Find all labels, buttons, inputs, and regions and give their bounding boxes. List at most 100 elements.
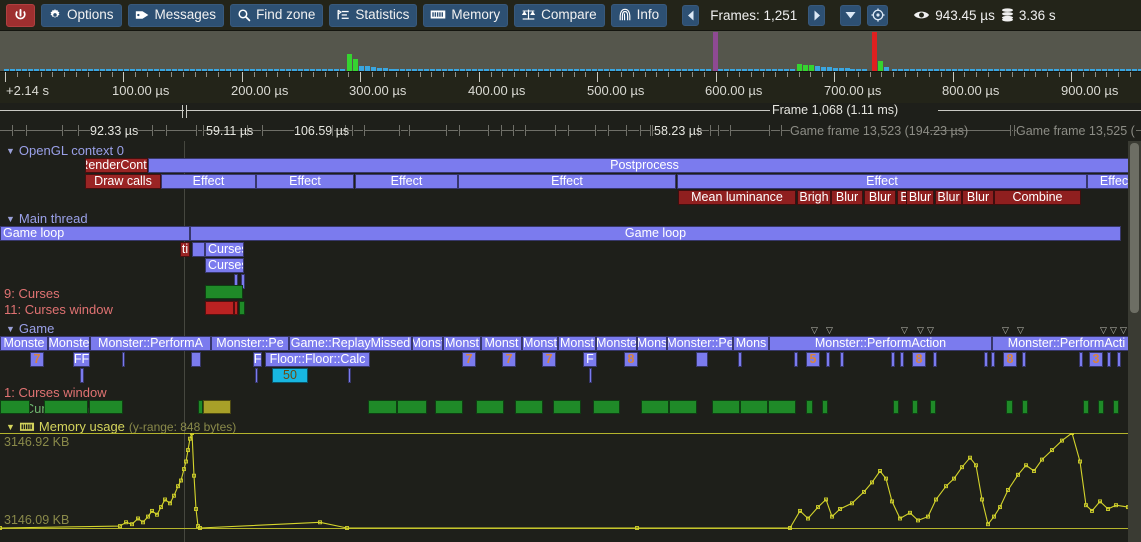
game-lock-bar[interactable] [1006,400,1013,414]
frame-bar[interactable] [772,69,777,71]
main-thread-lock-bar[interactable] [205,301,234,315]
frame-bar[interactable] [713,32,718,71]
frame-bar[interactable] [310,69,315,71]
frame-bar[interactable] [304,69,309,71]
frame-bar[interactable] [442,69,447,71]
frame-bar[interactable] [22,69,27,71]
game-zone[interactable]: Monst [522,336,558,351]
frame-bar[interactable] [815,66,820,71]
main-thread-zone[interactable]: ti [180,242,190,257]
game-zone[interactable]: 8 [1003,352,1017,367]
game-zone[interactable]: 3 [1089,352,1103,367]
frame-bar[interactable] [166,69,171,71]
frame-bar[interactable] [448,69,453,71]
gpu-zone[interactable]: Combine [994,190,1081,205]
frame-bar[interactable] [1138,69,1141,71]
track-header-main-thread[interactable]: ▼ Main thread [6,211,88,226]
frame-bar[interactable] [298,69,303,71]
frame-bar[interactable] [682,69,687,71]
game-zone[interactable] [840,352,844,367]
game-lock-bar[interactable] [712,400,740,414]
frame-bar[interactable] [970,69,975,71]
frame-bar[interactable] [460,69,465,71]
game-zone[interactable]: 5 [806,352,820,367]
frame-bar[interactable] [664,69,669,71]
game-zone[interactable]: 7 [30,352,44,367]
game-zone[interactable] [738,352,742,367]
frame-bar[interactable] [1084,69,1089,71]
frame-bar[interactable] [490,69,495,71]
game-zone[interactable] [794,352,798,367]
frame-bar[interactable] [598,69,603,71]
track-header-memory-usage[interactable]: ▼ Memory usage (y-range: 848 bytes) [6,419,236,434]
frame-bar[interactable] [1096,69,1101,71]
frame-bar[interactable] [821,67,826,71]
frame-bar[interactable] [922,69,927,71]
game-zone[interactable]: Monster::PerformA [90,336,211,351]
frame-bar[interactable] [328,69,333,71]
frame-bar[interactable] [850,69,855,71]
frame-bar[interactable] [538,69,543,71]
frame-bar[interactable] [359,66,364,71]
main-thread-zone[interactable]: Curses [205,258,244,273]
game-zone[interactable]: 7 [502,352,516,367]
gpu-zone[interactable]: Mean luminance [678,190,796,205]
game-zone[interactable]: Monster::PerformAction [769,336,992,351]
frame-bar[interactable] [784,69,789,71]
track-header-opengl-context-0[interactable]: ▼ OpenGL context 0 [6,143,124,158]
frame-bar[interactable] [878,61,883,71]
game-lock-bar[interactable] [89,400,123,414]
frame-bar[interactable] [676,69,681,71]
frame-bar[interactable] [760,69,765,71]
frame-bar[interactable] [1114,69,1119,71]
frame-bar[interactable] [316,69,321,71]
gpu-zone[interactable]: Draw calls [85,174,161,189]
memory-button[interactable]: Memory [423,3,509,27]
frame-bar[interactable] [809,65,814,71]
gpu-zone[interactable]: Effect [355,174,458,189]
frame-bar[interactable] [286,69,291,71]
frame-bar[interactable] [580,69,585,71]
frame-bar[interactable] [10,69,15,71]
frame-bar[interactable] [220,69,225,71]
game-lock-bar[interactable] [740,400,768,414]
gpu-zone[interactable]: Effect [458,174,676,189]
game-zone[interactable]: 7 [462,352,476,367]
frame-bar[interactable] [1072,69,1077,71]
game-zone[interactable]: Game::ReplayMissed [289,336,412,351]
game-zone[interactable]: FF [73,352,90,367]
frame-bar[interactable] [532,69,537,71]
frame-bar[interactable] [178,69,183,71]
frame-bar[interactable] [82,69,87,71]
frame-bar[interactable] [544,69,549,71]
frames-dropdown-button[interactable] [840,4,862,26]
game-zone[interactable]: Mons [637,336,667,351]
frame-bar[interactable] [1042,69,1047,71]
frame-bar[interactable] [34,69,39,71]
main-thread-lock-bar[interactable] [205,285,243,299]
frame-bar[interactable] [353,59,358,71]
frame-bar[interactable] [334,69,339,71]
game-zone[interactable]: 8 [624,352,638,367]
frame-bar[interactable] [910,69,915,71]
gpu-zone[interactable]: Blur [906,190,934,205]
frame-bar[interactable] [884,67,889,71]
power-button[interactable] [6,3,35,27]
gpu-zone[interactable]: Effec [1087,174,1141,189]
frame-bar[interactable] [658,69,663,71]
frame-bar[interactable] [1054,69,1059,71]
frame-bar[interactable] [148,69,153,71]
frame-bar[interactable] [1060,69,1065,71]
frame-bar[interactable] [1000,69,1005,71]
game-zone[interactable] [80,368,84,383]
lock-label-11-curses-window[interactable]: 11: Curses window [4,302,113,317]
frame-bar[interactable] [436,69,441,71]
game-zone[interactable]: Monst [443,336,481,351]
frame-bar[interactable] [136,69,141,71]
game-lock-bar[interactable] [203,400,231,414]
game-lock-bar[interactable] [1083,400,1089,414]
vertical-scrollbar-thumb[interactable] [1130,143,1139,313]
game-lock-bar[interactable] [0,400,30,414]
frame-bar[interactable] [389,69,394,71]
frame-bar[interactable] [688,69,693,71]
